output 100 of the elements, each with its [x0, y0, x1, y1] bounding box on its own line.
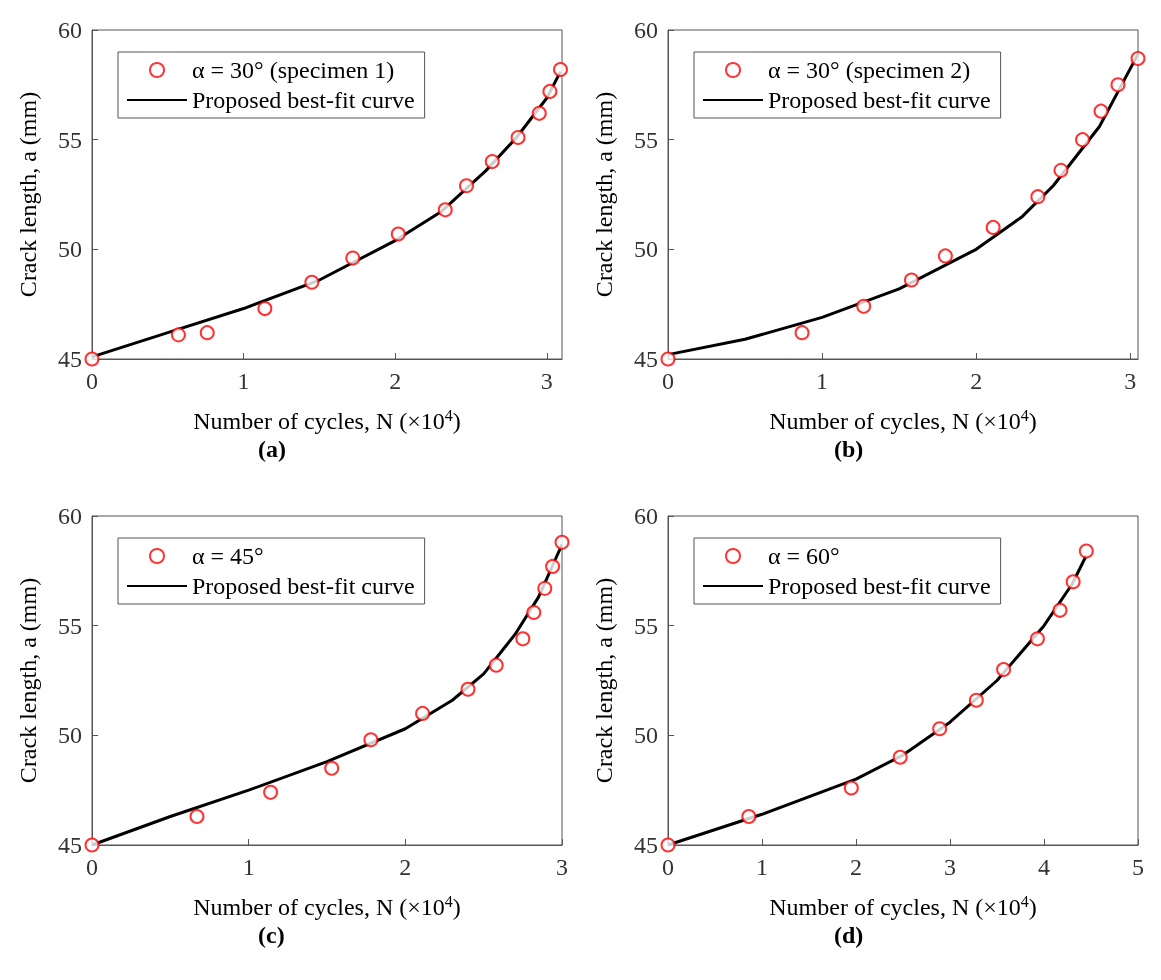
x-tick-label: 0	[86, 368, 98, 394]
point	[1052, 602, 1068, 618]
text: (d)	[834, 922, 864, 948]
y-tick-label: 60	[634, 17, 658, 43]
point	[542, 83, 558, 99]
x-tick-label: 0	[662, 368, 674, 394]
y-tick-label: 55	[58, 126, 82, 153]
point	[996, 662, 1012, 678]
legend-label: α = 60°	[768, 543, 840, 569]
point	[903, 272, 919, 288]
point	[324, 760, 340, 776]
x-tick-label: 4	[1038, 854, 1050, 880]
point	[170, 327, 186, 343]
x-tick-label: 2	[850, 854, 862, 880]
point	[968, 692, 984, 708]
x-tick-label: 1	[237, 368, 250, 394]
point	[199, 325, 215, 341]
legend-label: α = 30° (specimen 1)	[192, 57, 395, 83]
point	[553, 61, 568, 77]
point	[1029, 631, 1045, 647]
point	[1065, 574, 1081, 590]
point	[363, 732, 379, 748]
point	[84, 837, 100, 853]
point	[1075, 132, 1091, 148]
point	[1110, 77, 1126, 93]
point	[1030, 189, 1046, 205]
legend-label: α = 30° (specimen 2)	[768, 57, 971, 83]
y-tick-label: 50	[634, 722, 658, 749]
x-tick-label: 1	[816, 368, 829, 394]
point	[304, 274, 320, 290]
point	[843, 780, 859, 796]
point	[257, 301, 273, 317]
x-tick-label: 0	[662, 854, 674, 880]
point	[554, 534, 570, 550]
x-tick-label: 1	[242, 854, 255, 880]
y-tick-label: 50	[58, 722, 82, 749]
x-tick-label: 3	[556, 854, 568, 880]
text: (b)	[834, 436, 864, 462]
point	[526, 605, 542, 620]
point	[937, 248, 953, 264]
point	[345, 250, 361, 266]
point	[1093, 103, 1109, 119]
x-tick-label: 3	[1124, 368, 1137, 394]
y-axis-title: Crack length, a (mm)	[15, 577, 41, 784]
text: (a)	[258, 436, 286, 462]
legend-label: Proposed best-fit curve	[768, 87, 991, 113]
point	[660, 351, 676, 367]
legend-label: Proposed best-fit curve	[192, 87, 415, 113]
point	[660, 837, 676, 853]
x-tick-label: 3	[944, 854, 956, 880]
point	[531, 105, 547, 121]
y-tick-label: 45	[58, 346, 82, 372]
legend-label: Proposed best-fit curve	[192, 573, 415, 599]
legend-label: Proposed best-fit curve	[768, 573, 991, 599]
y-tick-label: 60	[58, 17, 82, 43]
y-axis-title: Crack length, a (mm)	[15, 91, 41, 298]
point	[459, 178, 474, 194]
legend-label: α = 45°	[192, 543, 264, 569]
point	[84, 351, 100, 367]
point	[892, 749, 908, 765]
y-tick-label: 45	[634, 832, 658, 858]
point	[488, 657, 504, 673]
x-tick-label: 0	[86, 854, 98, 880]
y-tick-label: 55	[58, 612, 82, 639]
x-tick-label: 2	[970, 368, 983, 394]
y-tick-label: 55	[634, 126, 658, 153]
y-tick-label: 45	[58, 832, 82, 858]
point	[189, 808, 205, 824]
point	[1078, 543, 1094, 559]
point	[390, 226, 406, 242]
point	[545, 558, 561, 574]
x-tick-label: 5	[1132, 854, 1144, 880]
point	[263, 784, 279, 800]
point	[1053, 162, 1069, 178]
x-tick-label: 3	[540, 368, 553, 394]
y-tick-label: 50	[634, 236, 658, 263]
point	[437, 202, 453, 218]
y-tick-label: 45	[634, 346, 658, 372]
y-axis-title: Crack length, a (mm)	[591, 91, 617, 298]
point	[484, 154, 500, 170]
y-tick-label: 60	[58, 503, 82, 529]
x-tick-label: 2	[399, 854, 412, 880]
point	[415, 705, 431, 721]
x-tick-label: 1	[756, 854, 768, 880]
point	[856, 298, 872, 314]
point	[985, 219, 1001, 235]
point	[794, 325, 810, 341]
point	[537, 580, 553, 596]
point	[460, 681, 476, 697]
y-tick-label: 50	[58, 236, 82, 263]
point	[932, 721, 948, 737]
y-tick-label: 55	[634, 612, 658, 639]
point	[1130, 51, 1146, 67]
point	[515, 631, 531, 647]
y-tick-label: 60	[634, 503, 658, 529]
x-tick-label: 2	[389, 368, 402, 394]
y-axis-title: Crack length, a (mm)	[591, 577, 617, 784]
text: (c)	[258, 922, 285, 948]
point	[741, 808, 757, 824]
point	[510, 129, 526, 145]
